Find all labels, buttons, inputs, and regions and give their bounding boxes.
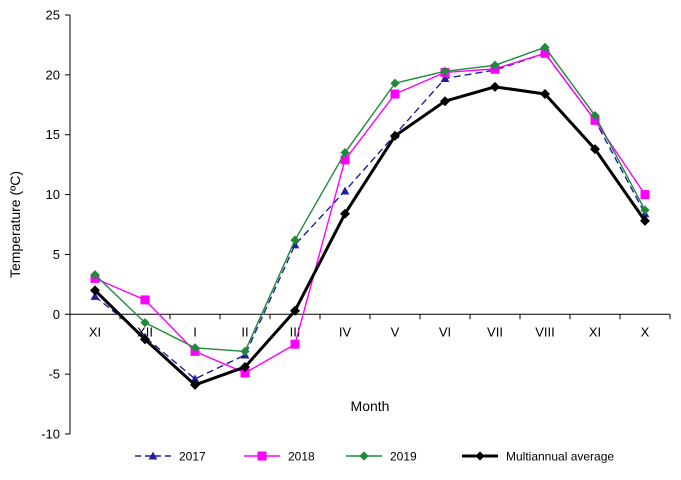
- x-tick-label: XI: [589, 324, 601, 339]
- data-point: [140, 334, 150, 345]
- data-point: [340, 148, 350, 158]
- legend-label: Multiannual average: [506, 450, 614, 464]
- data-point: [390, 89, 400, 99]
- data-point: [340, 208, 350, 219]
- legend-item: 2017: [135, 450, 206, 464]
- x-tick-label: IV: [339, 324, 352, 339]
- y-tick-label: 10: [46, 187, 60, 202]
- y-tick-label: 25: [46, 8, 60, 23]
- legend-item: 2018: [244, 450, 315, 464]
- data-point: [190, 343, 200, 353]
- y-tick-label: 15: [46, 127, 60, 142]
- data-point: [590, 115, 600, 125]
- data-point: [290, 305, 300, 316]
- data-point: [90, 291, 100, 300]
- data-point: [390, 130, 400, 141]
- data-point: [590, 144, 600, 155]
- legend-item: Multiannual average: [462, 450, 614, 464]
- y-tick-label: -10: [41, 427, 60, 442]
- legend-marker: [475, 451, 485, 461]
- data-point: [640, 205, 650, 215]
- data-point: [240, 361, 250, 372]
- data-point: [490, 60, 500, 70]
- y-axis-title: Temperature (ºC): [7, 171, 23, 278]
- series-2019: [90, 42, 650, 356]
- series-line: [94, 52, 646, 374]
- x-tick-label: X: [641, 324, 650, 339]
- y-tick-label: -5: [48, 367, 60, 382]
- data-point: [190, 379, 200, 390]
- series-line: [94, 46, 646, 353]
- x-tick-label: I: [193, 324, 197, 339]
- y-tick-label: 20: [46, 67, 60, 82]
- legend: 2017 2018 2019 Multiannual average: [135, 450, 614, 464]
- data-point: [390, 78, 400, 88]
- x-tick-label: II: [241, 324, 248, 339]
- data-point: [240, 368, 250, 378]
- y-tick-label: 5: [53, 247, 60, 262]
- legend-label: 2019: [390, 450, 417, 464]
- data-point: [340, 186, 350, 195]
- x-tick-label: VIII: [535, 324, 555, 339]
- data-point: [490, 81, 500, 92]
- series-line: [94, 52, 646, 380]
- data-point: [540, 42, 550, 52]
- series-2018: [90, 48, 650, 378]
- data-point: [540, 48, 550, 58]
- data-point: [90, 285, 100, 296]
- legend-label: 2018: [288, 450, 315, 464]
- x-axis-title: Month: [351, 398, 390, 414]
- data-point: [290, 339, 300, 349]
- data-point: [590, 110, 600, 121]
- data-point: [640, 215, 650, 226]
- y-tick-label: 0: [53, 307, 60, 322]
- series-multiannual-average: [90, 81, 650, 390]
- x-tick-label: VI: [439, 324, 451, 339]
- data-point: [240, 346, 250, 356]
- data-point: [140, 295, 150, 305]
- series-line: [93, 85, 647, 387]
- data-point: [440, 74, 450, 82]
- y-axis-ticks: -10 -5 0 5 10 15 20 25: [41, 8, 70, 442]
- x-tick-label: VII: [487, 324, 503, 339]
- data-point: [190, 374, 200, 383]
- legend-marker: [257, 451, 267, 461]
- data-point: [440, 66, 450, 76]
- series-layer: [90, 42, 650, 390]
- data-point: [340, 155, 350, 165]
- legend-item: 2019: [346, 450, 417, 464]
- x-axis-ticks: XI XII I II III IV V VI VII VIII XI X: [69, 314, 671, 339]
- x-tick-label: III: [290, 324, 301, 339]
- legend-marker: [148, 451, 158, 460]
- x-tick-label: V: [391, 324, 400, 339]
- data-point: [290, 235, 300, 245]
- axes: [69, 15, 670, 434]
- data-point: [540, 89, 550, 100]
- legend-label: 2017: [179, 450, 206, 464]
- series-2017: [90, 48, 650, 383]
- data-point: [140, 318, 150, 328]
- x-tick-label: XI: [89, 324, 101, 339]
- data-point: [90, 270, 100, 280]
- data-point: [440, 96, 450, 107]
- data-point: [640, 190, 650, 200]
- legend-marker: [359, 451, 369, 461]
